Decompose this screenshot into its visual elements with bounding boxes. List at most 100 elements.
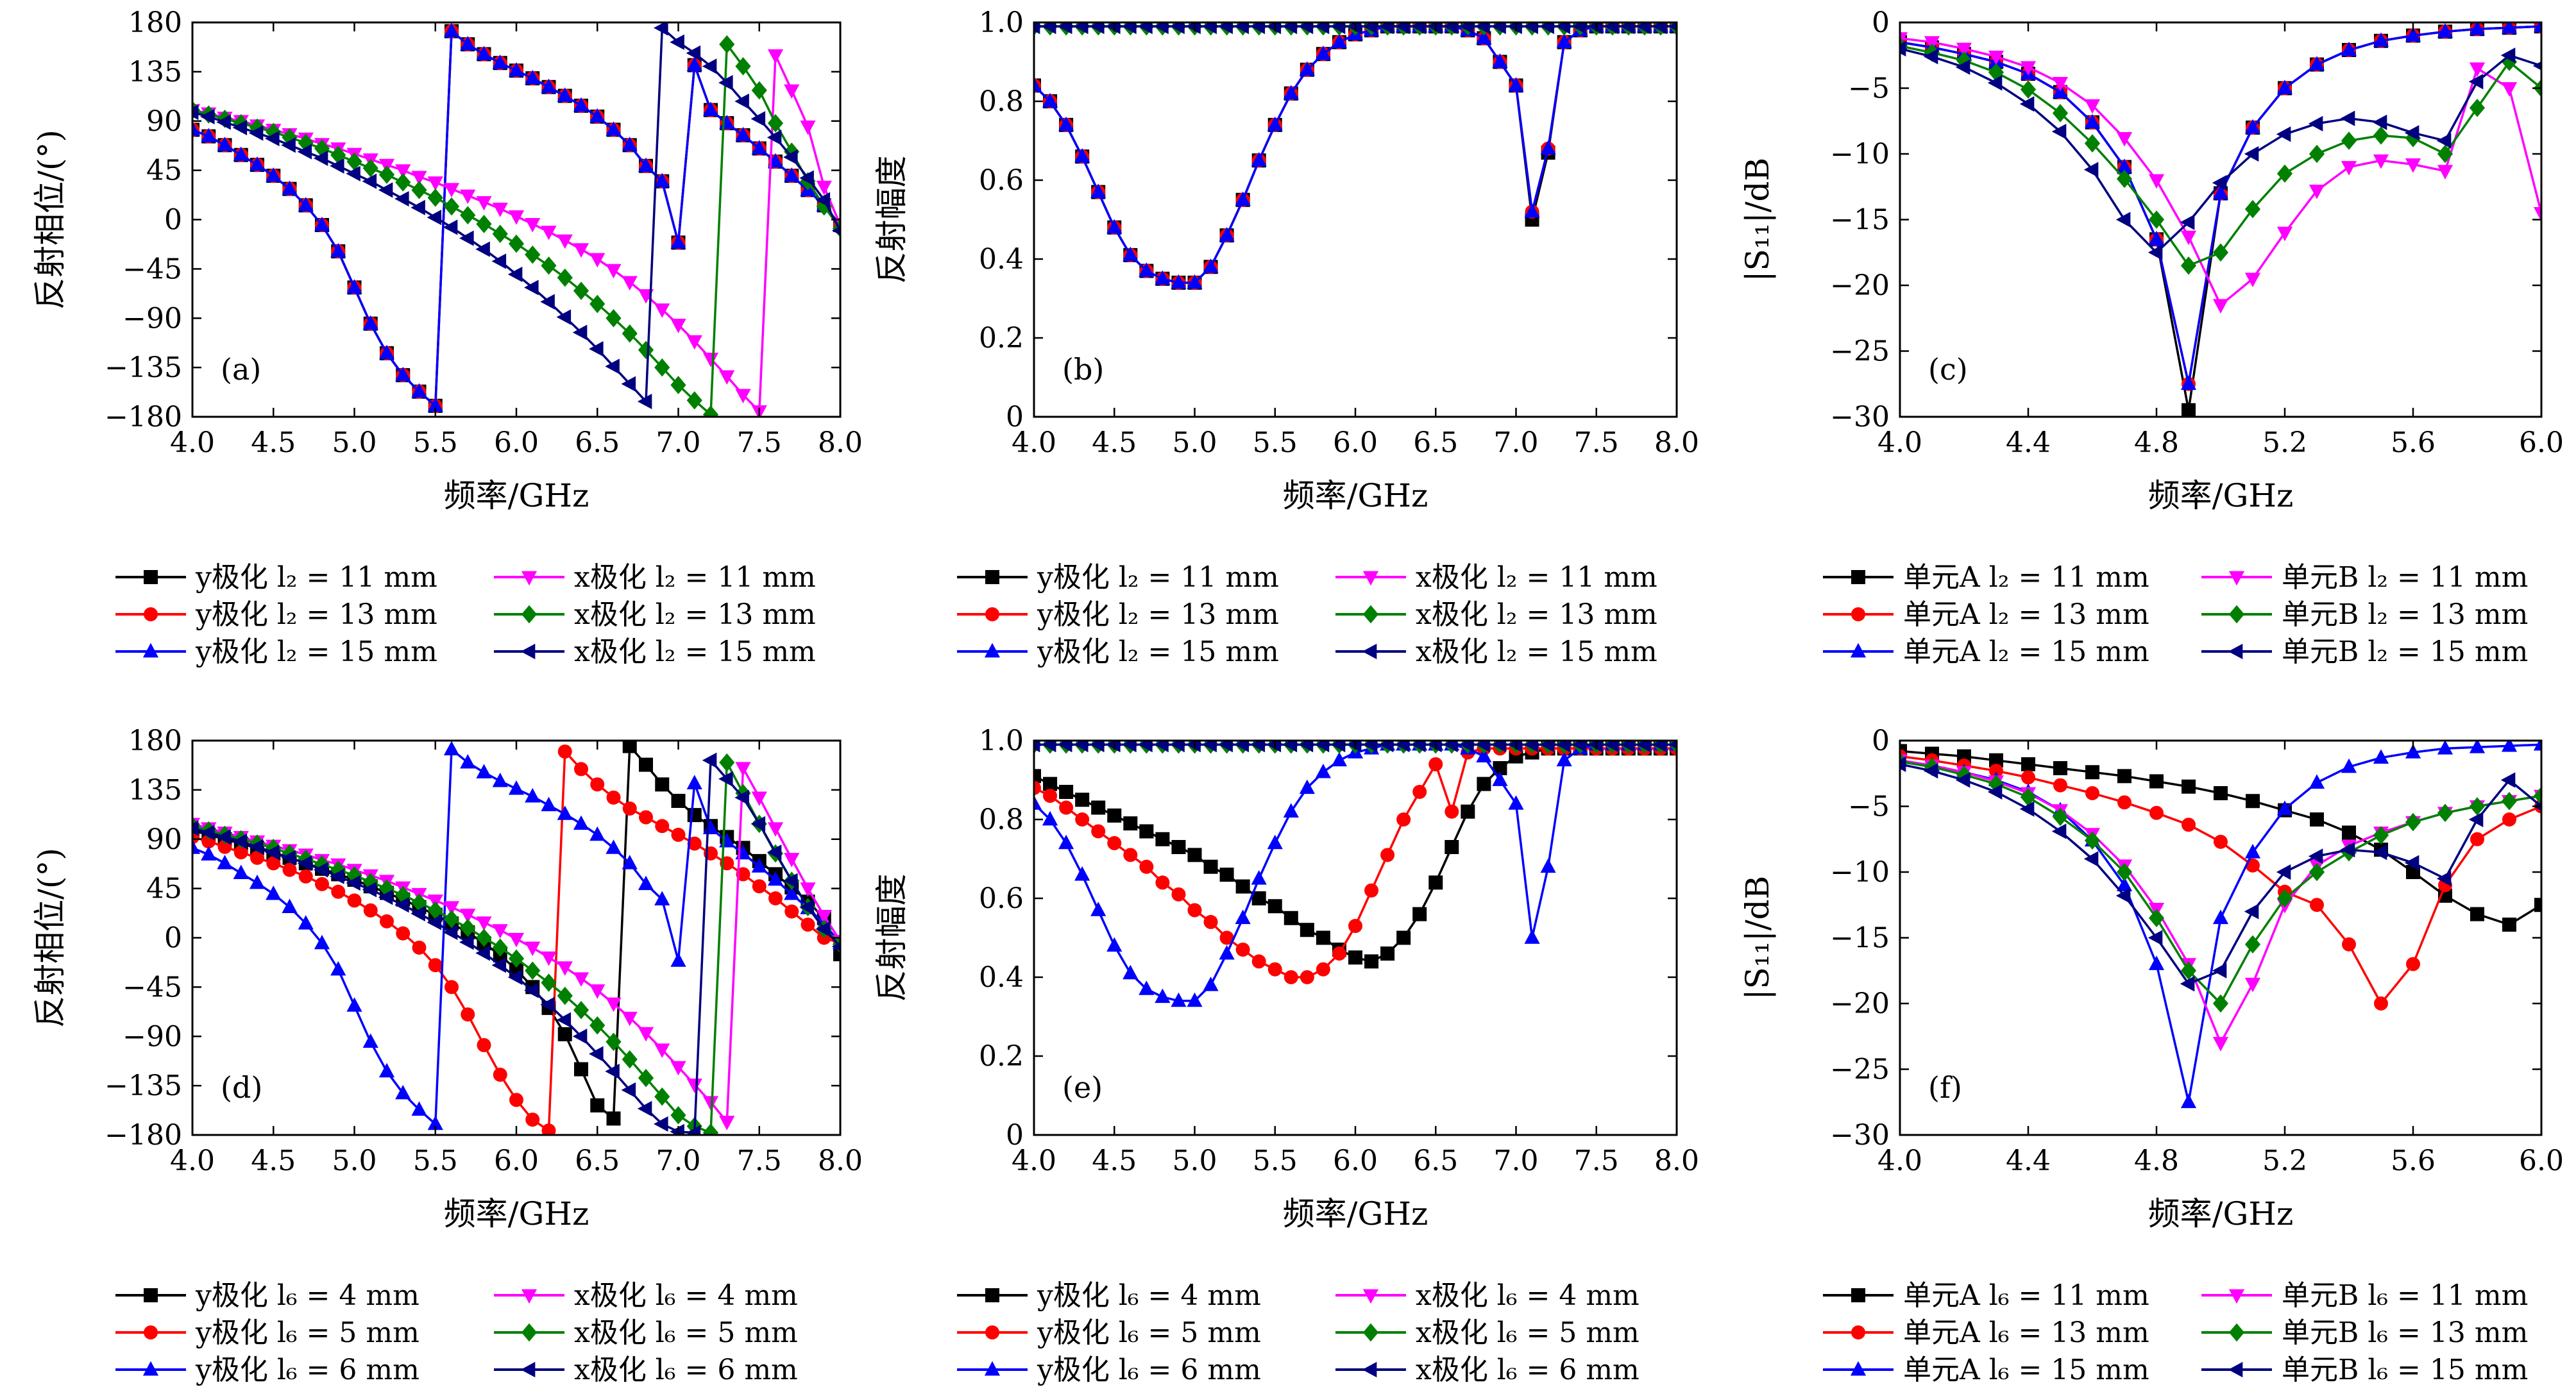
data-point xyxy=(1555,741,1570,753)
data-point xyxy=(2276,889,2293,908)
data-point xyxy=(378,889,393,905)
data-point xyxy=(1282,22,1298,35)
data-point xyxy=(557,1027,572,1041)
data-point xyxy=(2468,74,2484,90)
data-point xyxy=(799,899,814,915)
chart-panel-f: 4.0 4.4 4.8 5.2 5.6 6.0 0 −5 −10 −15 −20 −25 −30 频率/G… xyxy=(1739,725,2564,1386)
data-point xyxy=(671,793,686,808)
y-tick-label: −20 xyxy=(1830,269,1890,302)
data-point xyxy=(541,256,557,275)
legend-label: 单元A l₆ = 11 mm xyxy=(1903,1279,2149,1312)
data-point xyxy=(2469,98,2486,117)
data-point xyxy=(622,1011,638,1027)
data-point xyxy=(736,867,750,882)
data-point xyxy=(719,753,735,772)
legend-marker xyxy=(985,607,999,621)
data-point xyxy=(784,885,800,900)
y-tick-label: 1.0 xyxy=(979,6,1024,39)
y-tick-label: 0 xyxy=(1872,6,1890,39)
data-point xyxy=(2341,131,2357,150)
x-tick-label: 4.0 xyxy=(1877,426,1922,459)
data-point xyxy=(622,801,637,816)
data-point xyxy=(297,855,312,871)
data-point xyxy=(670,952,686,967)
data-point xyxy=(1091,824,1106,839)
data-point xyxy=(233,864,249,880)
data-point xyxy=(1106,22,1121,35)
data-point xyxy=(2084,831,2101,850)
data-point xyxy=(1507,741,1522,753)
data-point xyxy=(2372,844,2387,861)
data-point xyxy=(192,839,201,854)
data-point xyxy=(1106,219,1123,234)
data-point xyxy=(1314,741,1330,753)
data-point xyxy=(2212,175,2227,191)
data-point xyxy=(622,137,638,151)
data-point xyxy=(2115,212,2131,228)
data-point xyxy=(346,165,360,181)
data-point xyxy=(1074,866,1090,881)
data-point xyxy=(1041,741,1056,753)
data-point xyxy=(2340,842,2355,858)
legend-marker xyxy=(521,605,538,624)
data-point xyxy=(2212,994,2229,1013)
legend-marker xyxy=(1851,570,1865,584)
data-point xyxy=(1219,945,1235,960)
data-point xyxy=(492,938,508,957)
data-point xyxy=(266,856,281,871)
data-point xyxy=(541,796,557,812)
data-point xyxy=(298,915,314,930)
data-point xyxy=(200,825,215,841)
data-point xyxy=(192,820,199,836)
data-point xyxy=(1266,741,1282,753)
data-point xyxy=(1283,85,1299,100)
data-point xyxy=(784,167,800,182)
data-point xyxy=(1300,923,1314,937)
data-point xyxy=(460,206,476,224)
data-point xyxy=(784,84,800,99)
legend-marker xyxy=(1362,605,1379,624)
data-point xyxy=(2051,823,2067,839)
data-point xyxy=(2309,185,2325,199)
panel-label: (d) xyxy=(221,1070,262,1105)
legend-marker xyxy=(1851,1325,1865,1339)
legend-label: 单元A l₆ = 13 mm xyxy=(1903,1316,2149,1349)
data-point xyxy=(2182,403,2196,417)
data-point xyxy=(2020,80,2037,99)
data-point xyxy=(2148,909,2165,928)
panel-label: (a) xyxy=(221,352,261,387)
data-point xyxy=(2342,937,2356,952)
data-point xyxy=(476,764,492,778)
legend-marker xyxy=(985,1325,999,1339)
data-point xyxy=(1251,870,1267,885)
data-point xyxy=(606,1032,622,1052)
panel-label: (f) xyxy=(1928,1070,1962,1105)
legend-marker xyxy=(985,570,999,584)
panel-label: (e) xyxy=(1062,1070,1103,1105)
data-point xyxy=(1524,203,1540,218)
data-point xyxy=(1508,795,1524,810)
data-point xyxy=(524,982,539,998)
data-point xyxy=(1331,752,1348,767)
data-point xyxy=(475,241,490,257)
data-point xyxy=(572,324,588,340)
data-point xyxy=(1139,859,1154,874)
chart-panel-a: 4.0 4.5 5.0 5.5 6.0 6.5 7.0 7.5 8.0 180 135 90 45 0 −4… xyxy=(31,6,863,668)
data-point xyxy=(2083,851,2099,867)
data-point xyxy=(686,335,702,350)
data-point xyxy=(831,226,840,235)
data-point xyxy=(2148,955,2165,970)
data-point xyxy=(2340,110,2355,126)
data-point xyxy=(2533,741,2541,751)
data-point xyxy=(2212,1037,2229,1052)
x-tick-label: 6.0 xyxy=(1333,426,1378,459)
data-point xyxy=(1235,909,1251,925)
data-point xyxy=(380,914,394,928)
data-point xyxy=(1300,970,1314,984)
data-point xyxy=(1122,741,1137,753)
chart-panel-b: 4.0 4.5 5.0 5.5 6.0 6.5 7.0 7.5 8.0 1.0 0.8 0.6 0.4 0… xyxy=(873,6,1699,668)
data-point xyxy=(443,741,460,756)
data-point xyxy=(427,397,443,412)
data-point xyxy=(750,816,766,832)
data-point xyxy=(2309,56,2325,71)
